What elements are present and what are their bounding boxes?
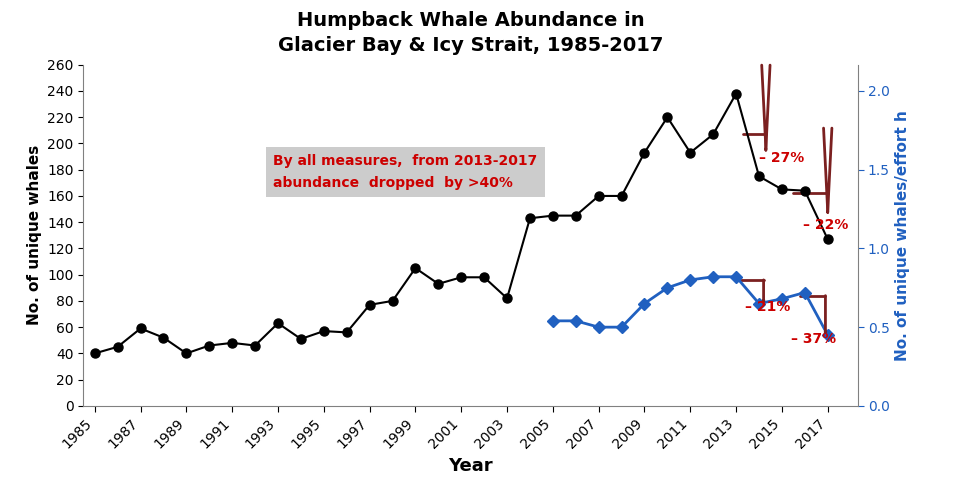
Text: By all measures,  from 2013-2017
abundance  dropped  by >40%: By all measures, from 2013-2017 abundanc… bbox=[273, 154, 538, 190]
Y-axis label: No. of unique whales: No. of unique whales bbox=[26, 145, 41, 325]
Y-axis label: No. of unique whales/effort h: No. of unique whales/effort h bbox=[896, 110, 910, 361]
Text: – 37%: – 37% bbox=[791, 332, 836, 346]
Text: – 21%: – 21% bbox=[745, 300, 791, 314]
Text: – 22%: – 22% bbox=[803, 218, 848, 232]
X-axis label: Year: Year bbox=[448, 457, 493, 475]
Text: – 27%: – 27% bbox=[759, 151, 805, 165]
Title: Humpback Whale Abundance in
Glacier Bay & Icy Strait, 1985-2017: Humpback Whale Abundance in Glacier Bay … bbox=[277, 11, 663, 55]
